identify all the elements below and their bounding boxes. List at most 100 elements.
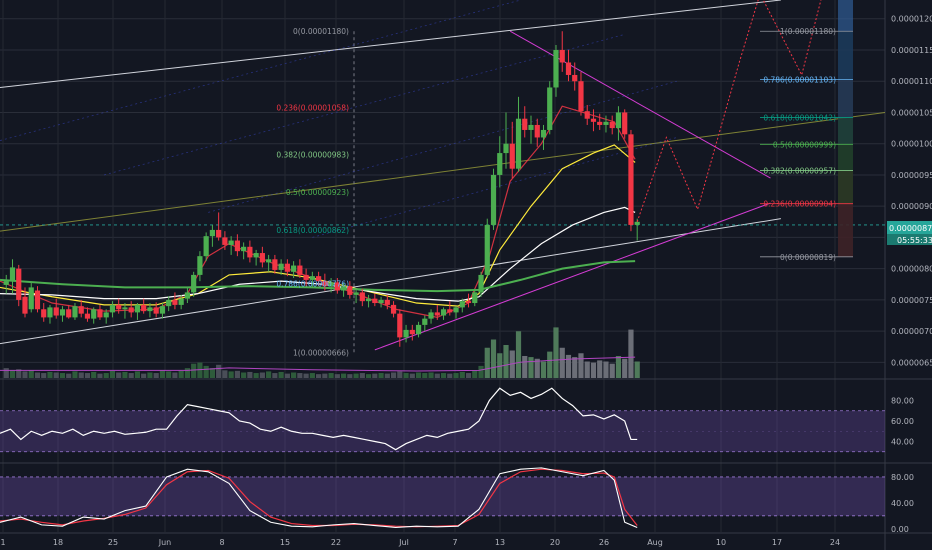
candle-body: [228, 240, 234, 245]
time-tick-label: 10: [716, 538, 726, 547]
candle-body: [340, 286, 347, 291]
candle-body: [84, 313, 91, 319]
trendline-triangle-lower: [374, 202, 771, 351]
fib-zone: [838, 31, 853, 80]
volume-bar: [628, 329, 634, 378]
fib-level-label: 0.382(0.00000957): [763, 167, 836, 176]
volume-bar: [141, 373, 147, 378]
stoch-tick-label: 0.00: [891, 525, 909, 534]
volume-bar: [66, 373, 72, 378]
volume-bar: [234, 370, 240, 378]
candle-body: [359, 292, 365, 302]
stoch-indicator: [0, 467, 638, 529]
fib-zone-top: [838, 0, 853, 32]
candle-body: [597, 121, 603, 125]
trendlines[interactable]: [0, 0, 886, 353]
current-price-box: [887, 221, 932, 234]
candle-body: [540, 129, 547, 138]
candle-body: [384, 299, 390, 305]
stoch-tick-label: 40.00: [891, 499, 914, 508]
volume-bar: [16, 369, 22, 378]
time-tick-label: Jun: [158, 538, 172, 547]
volume-bar: [428, 372, 434, 378]
candle-body: [203, 236, 209, 257]
volume-bar: [53, 372, 59, 378]
time-axis[interactable]: 1 18 25 Jun 8 15 22 Jul 7 13 20 26 Aug 10 17 24: [0, 538, 840, 547]
volume-bar: [372, 373, 378, 378]
volume-bar: [384, 373, 390, 378]
volume-bar: [322, 373, 328, 378]
candle-body: [178, 298, 184, 305]
candle-body: [397, 313, 403, 338]
volume-bar: [328, 373, 334, 378]
volume-bar: [415, 372, 422, 378]
volume-bar: [259, 372, 265, 378]
fib-level-label: 0.618(0.00001042): [763, 113, 836, 122]
volume-bar: [109, 370, 116, 378]
candle-body: [328, 282, 334, 287]
volume-bar: [578, 353, 584, 378]
candle-body: [222, 237, 228, 245]
candle-body: [41, 309, 47, 318]
volume-bar: [97, 373, 103, 378]
time-tick-label: 25: [108, 538, 118, 547]
volume-bar: [547, 351, 553, 378]
trendline-olive-line: [0, 111, 886, 232]
volume-bar: [440, 373, 447, 378]
candle-body: [322, 281, 328, 287]
fib-level-label: 0.786(0.00001103): [763, 75, 836, 84]
candle-body: [490, 174, 497, 225]
volume-bar: [166, 371, 172, 378]
candle-body: [465, 301, 472, 304]
volume-bar: [266, 371, 272, 378]
price-projection[interactable]: [636, 0, 822, 222]
volume-bar: [253, 373, 259, 378]
volume-bar: [422, 373, 428, 378]
volume-bar: [197, 362, 203, 378]
volume-bar: [522, 356, 528, 378]
fib-level-label: 1(0.00001180): [780, 27, 836, 36]
candle-body: [191, 274, 197, 293]
candle-body: [266, 259, 272, 263]
volume-bar: [353, 373, 359, 378]
candle-body: [59, 309, 66, 316]
candle-body: [247, 246, 253, 258]
trendline-lower-channel: [0, 218, 781, 345]
candle-body: [103, 312, 109, 318]
volume-bar: [247, 371, 253, 378]
candle-body: [16, 268, 22, 300]
candle-body: [297, 265, 303, 275]
volume-bar: [597, 360, 603, 378]
time-tick-label: Aug: [647, 538, 663, 547]
volume-bar: [291, 372, 297, 378]
volume-bar: [78, 372, 84, 378]
volume-bar: [3, 368, 9, 378]
volume-bar: [159, 370, 166, 378]
volume-bar: [134, 371, 141, 378]
time-tick-label: 26: [599, 538, 609, 547]
volume-bar: [309, 373, 315, 378]
candle-body: [578, 81, 584, 112]
candle-body: [66, 309, 72, 318]
candle-body: [141, 304, 147, 312]
volume-bar: [303, 373, 309, 378]
candle-body: [334, 282, 340, 291]
fib-label: 1(0.00000666): [293, 348, 349, 357]
candle-body: [547, 87, 553, 130]
volume-bar: [603, 361, 609, 378]
countdown-box: [887, 234, 932, 245]
candle-body: [440, 309, 447, 316]
candle-body: [309, 276, 315, 280]
candle-body: [484, 224, 490, 275]
candlesticks[interactable]: [3, 31, 640, 347]
fib-label: 0.236(0.00001058): [276, 103, 349, 112]
candle-body: [28, 287, 34, 310]
candle-body: [409, 329, 415, 335]
candle-body: [615, 112, 622, 129]
fib-zone: [838, 203, 853, 257]
fib-panel-right[interactable]: 1(0.00001180) 0.786(0.00001103) 0.618(0.00…: [760, 0, 853, 262]
